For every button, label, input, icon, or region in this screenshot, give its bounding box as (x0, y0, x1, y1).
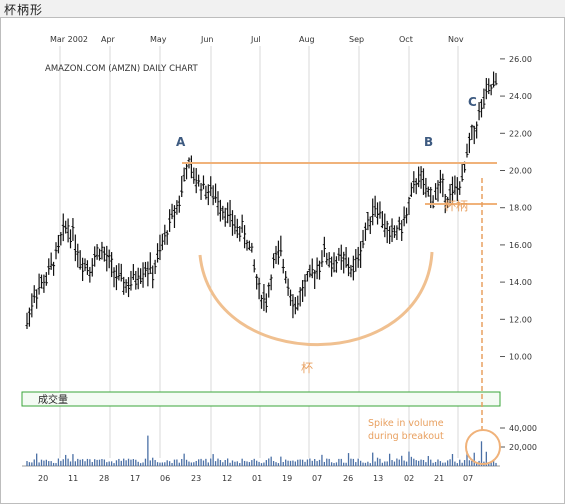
chart-title: AMAZON.COM (AMZN) DAILY CHART (45, 64, 199, 74)
cup-label: 杯 (301, 361, 313, 375)
y-tick-label: 14.00 (509, 278, 532, 287)
date-label: 11 (68, 474, 78, 483)
month-label: Jun (200, 35, 214, 44)
volume-tick-label: 40,000 (509, 424, 537, 433)
annotation-b: B (424, 135, 433, 149)
volume-tick-label: 20,000 (509, 443, 537, 452)
month-label: Oct (399, 35, 413, 44)
date-label: 07 (463, 474, 473, 483)
date-label: 23 (191, 474, 201, 483)
date-label: 07 (312, 474, 322, 483)
month-label: Nov (448, 35, 464, 44)
spike-circle (465, 429, 501, 465)
month-label: Sep (349, 35, 364, 44)
y-axis: 10.00 12.00 14.00 16.00 18.00 20.00 22.00 24.00… (500, 55, 532, 362)
date-label: 02 (404, 474, 414, 483)
y-tick-label: 18.00 (509, 204, 532, 213)
month-label: Jul (250, 35, 261, 44)
y-tick-label: 26.00 (509, 55, 532, 64)
volume-label: 成交量 (38, 393, 68, 406)
spike-text: during breakout (368, 431, 444, 442)
y-tick-label: 12.00 (509, 315, 532, 324)
price-bars (25, 71, 498, 329)
month-label: Apr (101, 35, 116, 44)
date-label: 28 (99, 474, 109, 483)
cup-arc (198, 251, 434, 347)
vertical-gridlines (59, 46, 459, 458)
month-label: Mar 2002 (50, 35, 88, 44)
y-tick-label: 10.00 (509, 353, 532, 362)
annotation-c: C (468, 95, 477, 109)
month-label: Aug (299, 35, 315, 44)
date-label: 12 (222, 474, 232, 483)
volume-bars (26, 435, 497, 466)
y-tick-label: 22.00 (509, 129, 532, 138)
volume-band (21, 391, 501, 407)
date-label: 19 (282, 474, 292, 483)
page-title: 杯柄形 (4, 3, 44, 17)
y-tick-label: 16.00 (509, 241, 532, 250)
date-label: 13 (373, 474, 383, 483)
handle-label: 杯柄 (444, 199, 468, 213)
date-label: 01 (252, 474, 262, 483)
date-label: 20 (38, 474, 48, 483)
y-tick-label: 24.00 (509, 92, 532, 101)
month-labels: Mar 2002 Apr May Jun Jul Aug Sep Oct Nov (50, 35, 464, 44)
date-label: 26 (343, 474, 353, 483)
annotation-a: A (176, 135, 186, 149)
month-label: May (150, 35, 167, 44)
date-label: 21 (434, 474, 444, 483)
spike-text: Spike in volume (368, 418, 444, 429)
date-label: 17 (130, 474, 140, 483)
date-label: 06 (160, 474, 170, 483)
y-tick-label: 20.00 (509, 166, 532, 175)
date-labels: 20 11 28 17 06 23 12 01 19 07 26 13 02 2… (38, 474, 473, 483)
